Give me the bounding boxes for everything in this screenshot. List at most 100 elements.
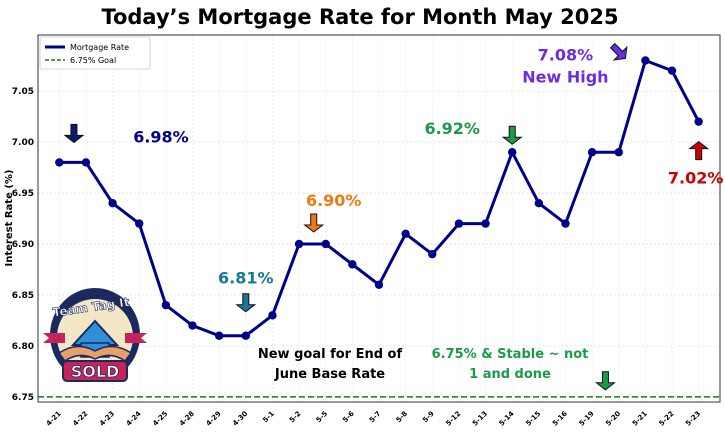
data-point xyxy=(641,56,650,65)
annotation-7-02: 7.02% xyxy=(668,169,724,188)
plot-frame xyxy=(37,34,721,403)
data-point xyxy=(294,239,304,249)
annotation-6-98: 6.98% xyxy=(133,127,189,146)
x-tick-label: 5-1 xyxy=(261,410,276,425)
data-point xyxy=(667,66,677,75)
data-point xyxy=(401,229,410,238)
x-tick-label: 5-9 xyxy=(421,410,436,425)
x-tick-label: 5-6 xyxy=(341,410,356,425)
x-tick-label: 5-13 xyxy=(471,410,489,428)
data-point xyxy=(587,148,597,157)
data-point xyxy=(188,321,197,330)
x-tick-label: 4-30 xyxy=(231,410,249,428)
x-tick-label: 4-28 xyxy=(178,410,196,428)
arrow-shape xyxy=(609,42,628,61)
data-point xyxy=(135,219,144,228)
arrow-shape xyxy=(303,213,325,233)
x-tick-label: 5-21 xyxy=(631,410,649,428)
x-tick-label: 5-14 xyxy=(498,410,516,428)
data-point xyxy=(481,219,490,228)
data-point xyxy=(321,239,330,249)
series-layer xyxy=(55,56,703,340)
y-tick-label: 6.85 xyxy=(12,291,34,301)
x-tick-label: 5-5 xyxy=(315,410,330,425)
ribbon-right-icon xyxy=(125,333,147,343)
y-tick-label: 6.95 xyxy=(12,189,34,199)
note-stable-line1: 6.75% & Stable ~ not xyxy=(432,347,589,362)
annotation-6-90: 6.90% xyxy=(306,191,362,210)
logo-banner xyxy=(62,360,128,382)
legend-entry-mortgage-rate: Mortgage Rate xyxy=(70,43,129,52)
y-tick-label: 7.05 xyxy=(12,87,34,97)
annotation-new-high: New High xyxy=(522,67,608,86)
data-point xyxy=(428,249,437,259)
y-tick-label: 6.75 xyxy=(12,393,34,403)
logo-bottom-text: SOLD xyxy=(71,362,120,381)
x-tick-label: 4-23 xyxy=(98,410,116,428)
note-goal: New goal for End of June Base Rate xyxy=(258,347,403,382)
data-point xyxy=(108,199,117,208)
x-tick-label: 4-24 xyxy=(125,410,143,428)
chart-title: Today’s Mortgage Rate for Month May 2025 xyxy=(101,5,618,29)
data-point xyxy=(614,148,623,157)
grid xyxy=(38,35,720,402)
x-tick-label: 5-2 xyxy=(288,410,303,425)
data-point xyxy=(534,199,544,208)
data-point xyxy=(348,260,357,269)
data-point xyxy=(374,280,384,289)
annotation-6-81: 6.81% xyxy=(218,269,274,288)
note-stable: 6.75% & Stable ~ not 1 and done xyxy=(432,347,589,382)
series-line-mortgage-rate xyxy=(59,58,701,338)
arrow-shape xyxy=(235,293,257,313)
data-point xyxy=(454,219,464,228)
down-arrow-icon xyxy=(303,213,325,233)
x-tick-label: 5-19 xyxy=(578,410,596,428)
x-tick-label: 4-22 xyxy=(71,410,89,428)
x-tick-label: 5-22 xyxy=(658,410,676,428)
note-stable-line2: 1 and done xyxy=(469,367,551,382)
down-arrow-icon xyxy=(594,371,616,391)
up-arrow-icon xyxy=(688,141,710,161)
x-tick-label: 5-15 xyxy=(524,410,542,428)
annotation-6-92: 6.92% xyxy=(424,119,480,138)
arrow-shape xyxy=(63,123,85,144)
annotations: 6.98% 6.81% 6.90% 6.92% 7.08% New High 7.02% xyxy=(63,42,724,391)
ribbon-left-icon xyxy=(43,333,65,343)
down-right-arrow-icon xyxy=(609,42,628,61)
down-arrow-icon xyxy=(63,123,85,144)
x-tick-label: 5-23 xyxy=(684,410,702,428)
data-point xyxy=(508,148,517,157)
arrow-shape xyxy=(688,141,710,161)
x-tick-label: 5-8 xyxy=(395,410,410,425)
y-tick-label: 6.80 xyxy=(12,342,34,352)
x-tick-label: 5-7 xyxy=(368,410,383,425)
y-axis-ticks: 6.75 6.80 6.85 6.90 6.95 7.00 7.05 xyxy=(12,87,34,403)
down-arrow-icon xyxy=(235,293,257,313)
data-point xyxy=(268,311,277,320)
arrow-shape xyxy=(501,125,523,145)
data-point xyxy=(241,331,250,340)
note-goal-line1: New goal for End of xyxy=(258,347,403,362)
x-tick-label: 5-12 xyxy=(444,410,462,428)
data-point xyxy=(214,331,224,340)
team-tag-it-sold-logo: Team Tag It SOLD xyxy=(43,288,147,382)
data-point xyxy=(694,117,703,126)
y-axis-label: Interest Rate (%) xyxy=(4,170,15,267)
y-tick-label: 7.00 xyxy=(12,138,34,148)
x-tick-label: 4-21 xyxy=(45,410,63,428)
data-point xyxy=(561,219,570,228)
x-tick-label: 4-29 xyxy=(205,410,223,428)
x-tick-label: 4-25 xyxy=(151,410,169,428)
data-point xyxy=(81,158,91,167)
x-axis-ticks: 4-21 4-22 4-23 4-24 4-25 4-28 4-29 4-30 5-1 5-2 5-… xyxy=(45,410,703,428)
annotation-7-08: 7.08% xyxy=(538,45,594,64)
data-point xyxy=(161,300,171,310)
note-goal-line2: June Base Rate xyxy=(274,367,385,382)
y-tick-label: 6.90 xyxy=(12,240,34,250)
data-point xyxy=(55,158,64,167)
x-tick-label: 5-20 xyxy=(604,410,622,428)
legend-entry-goal: 6.75% Goal xyxy=(70,56,116,65)
down-arrow-icon xyxy=(501,125,523,145)
